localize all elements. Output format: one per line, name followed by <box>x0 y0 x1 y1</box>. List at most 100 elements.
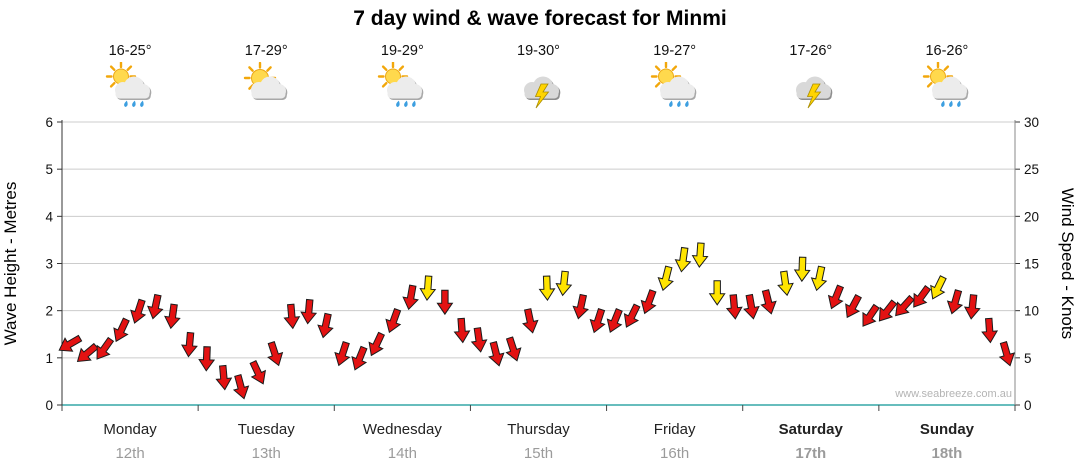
wind-arrow <box>130 298 147 324</box>
wind-arrow <box>878 299 898 322</box>
right-tick-label: 10 <box>1024 304 1039 319</box>
right-tick-label: 15 <box>1024 257 1039 272</box>
wind-arrow <box>538 275 556 301</box>
wind-arrow <box>913 285 932 308</box>
wind-arrow <box>215 364 233 391</box>
wind-arrow <box>470 327 488 353</box>
wind-arrow <box>58 334 83 352</box>
day-name-label: Tuesday <box>238 421 295 438</box>
day-header-monday: 16-25° <box>82 42 178 112</box>
wind-arrow <box>232 374 250 400</box>
page-title: 7 day wind & wave forecast for Minmi <box>353 7 727 30</box>
sun-cloud-rain-icon <box>650 62 696 108</box>
wind-arrow <box>589 308 606 334</box>
wind-arrow <box>283 303 301 330</box>
wind-arrow <box>164 303 181 330</box>
wind-arrow <box>181 331 198 358</box>
day-header-sunday: 16-26° <box>899 42 995 112</box>
temp-range: 16-25° <box>108 43 152 59</box>
wind-arrow <box>113 317 130 343</box>
left-tick-label: 3 <box>45 257 53 272</box>
left-tick-label: 2 <box>45 304 53 319</box>
storm-icon <box>795 76 833 109</box>
day-headers: 16-25° 17-29° 19-29° 19-30° 19-27° 17-26° 16-2… <box>0 0 1080 120</box>
day-date-label: 17th <box>795 445 826 462</box>
wind-arrow <box>777 270 794 297</box>
right-tick-label: 0 <box>1024 398 1032 413</box>
right-axis-title: Wind Speed - Knots <box>1058 188 1077 339</box>
wind-arrow <box>317 312 334 339</box>
day-header-saturday: 17-26° <box>763 42 859 112</box>
wind-arrow <box>827 284 845 310</box>
sun-cloud-icon <box>244 62 288 100</box>
day-name-label: Monday <box>103 421 157 438</box>
wind-arrow <box>505 336 522 362</box>
day-date-label: 16th <box>660 445 689 462</box>
wind-arrow <box>147 293 164 320</box>
wind-arrow <box>351 345 368 371</box>
wind-arrow <box>845 294 862 319</box>
left-tick-label: 6 <box>45 115 53 130</box>
temp-range: 19-27° <box>653 43 697 59</box>
wind-arrow <box>963 294 981 320</box>
temp-range: 19-29° <box>380 43 424 59</box>
wind-arrow <box>300 298 318 325</box>
temp-range: 17-26° <box>789 43 833 59</box>
day-name-label: Saturday <box>779 421 844 438</box>
day-header-thursday: 19-30° <box>491 42 587 112</box>
wind-arrow <box>522 308 539 334</box>
wind-arrow <box>725 294 743 320</box>
left-tick-label: 5 <box>45 162 53 177</box>
temp-range: 16-26° <box>925 43 969 59</box>
left-tick-label: 1 <box>45 351 53 366</box>
temp-range: 17-29° <box>244 43 288 59</box>
wind-arrow <box>402 284 419 311</box>
wind-arrow <box>488 341 505 367</box>
wind-arrow <box>385 308 402 334</box>
wind-arrow <box>96 336 115 360</box>
wind-arrow <box>691 242 709 268</box>
wind-arrow <box>998 341 1016 367</box>
wind-arrow <box>674 246 692 273</box>
wind-arrow <box>436 289 454 316</box>
wind-arrow <box>810 265 828 292</box>
wind-arrow <box>368 331 386 357</box>
wind-arrow <box>862 303 880 327</box>
day-header-wednesday: 19-29° <box>354 42 450 112</box>
right-tick-label: 30 <box>1024 115 1039 130</box>
right-tick-label: 25 <box>1024 162 1039 177</box>
wind-arrow <box>453 317 471 344</box>
day-date-label: 15th <box>524 445 553 462</box>
day-date-label: 18th <box>932 445 963 462</box>
wind-arrow <box>76 342 99 363</box>
day-header-friday: 19-27° <box>627 42 723 112</box>
wind-arrow <box>555 270 573 297</box>
day-date-label: 14th <box>388 445 417 462</box>
wind-arrow <box>743 293 760 320</box>
wind-arrow <box>267 341 284 367</box>
day-name-label: Thursday <box>507 421 570 438</box>
wind-arrow <box>249 360 266 385</box>
day-date-label: 12th <box>115 445 144 462</box>
wind-arrow <box>606 308 623 333</box>
day-name-label: Wednesday <box>363 421 442 438</box>
day-name-label: Friday <box>654 421 696 438</box>
temp-range: 19-30° <box>517 43 560 59</box>
watermark: www.seabreeze.com.au <box>895 388 1012 400</box>
day-date-label: 13th <box>252 445 281 462</box>
wind-arrow <box>419 275 437 301</box>
day-name-label: Sunday <box>920 421 975 438</box>
sun-cloud-rain-icon <box>378 62 424 108</box>
wind-arrow <box>640 289 657 315</box>
left-axis-title: Wave Height - Metres <box>1 182 20 346</box>
wind-arrow <box>946 289 964 315</box>
wind-arrow <box>334 341 351 367</box>
wind-arrow <box>198 346 216 372</box>
right-tick-label: 20 <box>1024 209 1039 224</box>
day-header-tuesday: 17-29° <box>218 42 314 112</box>
wind-arrow <box>760 289 777 315</box>
wind-arrow <box>708 280 726 306</box>
wind-arrow <box>623 303 641 328</box>
